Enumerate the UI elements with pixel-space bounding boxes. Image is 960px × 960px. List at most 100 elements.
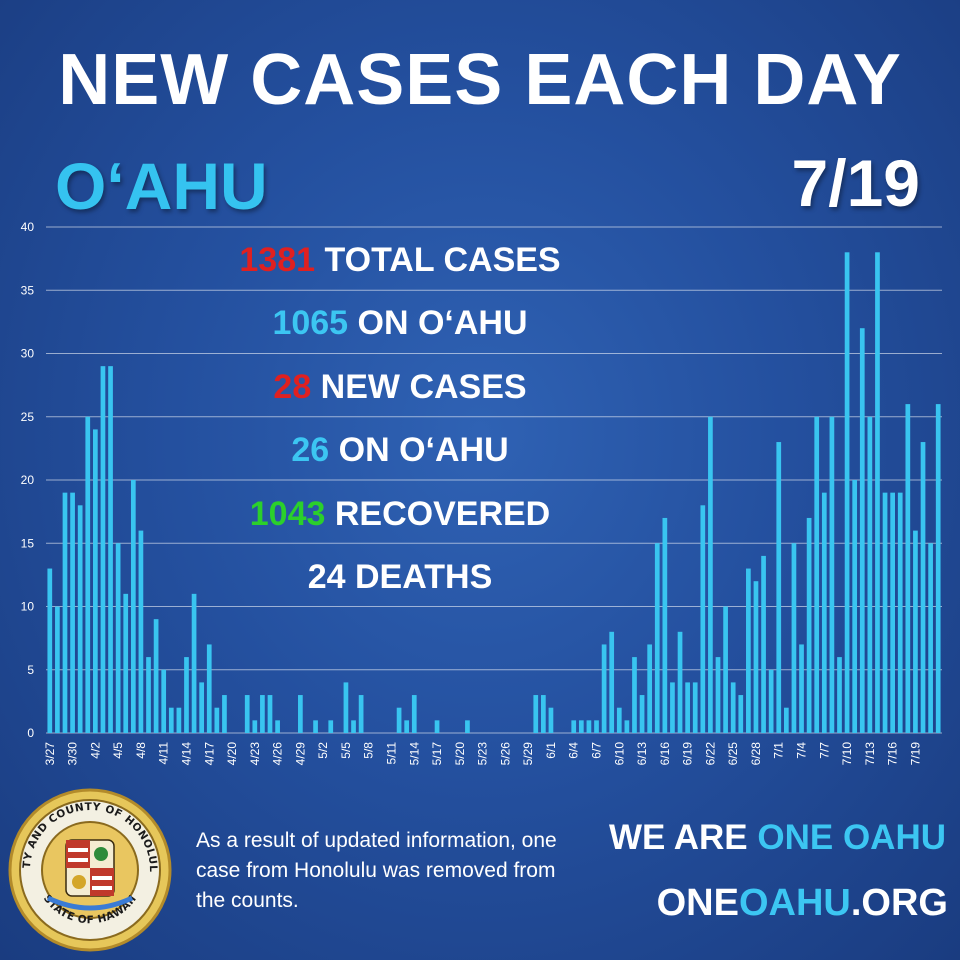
x-tick-label: 6/22 (703, 742, 717, 766)
website-accent: OAHU (738, 882, 851, 924)
stats-panel: 1381 TOTAL CASES 1065 ON O‘AHU 28 NEW CA… (180, 237, 620, 617)
bar (768, 669, 774, 733)
x-tick-label: 4/14 (179, 742, 193, 766)
x-tick-label: 5/29 (521, 742, 535, 766)
bar (632, 657, 637, 733)
bar (548, 707, 554, 733)
bar (146, 657, 151, 733)
x-tick-label: 5/26 (498, 742, 512, 766)
stat-oahu-total-label: ON O‘AHU (348, 304, 528, 343)
bar (685, 682, 690, 733)
bar (411, 695, 417, 733)
x-tick-label: 6/1 (544, 742, 558, 759)
region-title: O‘AHU (55, 149, 268, 223)
bar (821, 492, 827, 733)
bar (670, 682, 675, 733)
bar (260, 695, 265, 733)
bar (222, 695, 227, 733)
x-tick-label: 6/25 (726, 742, 740, 766)
bar (168, 707, 174, 733)
bar (343, 682, 349, 733)
x-tick-label: 4/23 (248, 742, 262, 766)
x-tick-label: 4/26 (271, 742, 285, 766)
bar (77, 505, 83, 733)
bar (244, 695, 250, 733)
bar (935, 404, 941, 733)
bar (852, 480, 858, 733)
bar (928, 543, 933, 733)
bar (267, 695, 273, 733)
stat-deaths-label: DEATHS (345, 557, 493, 596)
y-tick-label: 25 (21, 410, 35, 424)
x-tick-label: 5/17 (430, 742, 444, 766)
x-tick-label: 7/16 (886, 742, 900, 766)
x-tick-label: 6/4 (567, 742, 581, 759)
y-tick-label: 40 (21, 220, 35, 234)
bar (434, 720, 440, 733)
bar (70, 492, 75, 733)
x-tick-label: 5/14 (407, 742, 421, 766)
x-tick-label: 4/5 (111, 742, 125, 759)
x-tick-label: 5/2 (316, 742, 330, 759)
bar (897, 492, 903, 733)
bar (206, 644, 212, 733)
bar (799, 644, 804, 733)
y-tick-label: 20 (21, 473, 35, 487)
stat-new-label: NEW CASES (311, 367, 527, 406)
date-label: 7/19 (791, 146, 920, 220)
bar (351, 720, 356, 733)
stat-new-value: 28 (273, 367, 312, 406)
bar (723, 606, 728, 733)
bar (47, 568, 53, 733)
stat-total-label: TOTAL CASES (315, 241, 561, 279)
x-tick-label: 6/16 (658, 742, 672, 766)
bar (791, 543, 797, 733)
stat-oahu-new-label: ON O‘AHU (329, 431, 509, 470)
bar (654, 543, 660, 733)
bar (184, 657, 189, 733)
bar (533, 695, 539, 733)
bar (677, 631, 683, 733)
website-link[interactable]: ONEOAHU.ORG (657, 882, 948, 925)
bar (882, 492, 888, 733)
slogan-prefix: WE ARE (608, 818, 758, 857)
y-tick-label: 5 (27, 663, 34, 677)
y-tick-label: 0 (27, 726, 34, 740)
bar (616, 707, 622, 733)
bar (578, 720, 584, 733)
bar (905, 404, 911, 733)
stat-total-cases: 1381 TOTAL CASES (180, 237, 620, 300)
x-tick-label: 7/7 (817, 742, 831, 759)
x-tick-label: 4/11 (157, 742, 171, 765)
x-tick-label: 7/4 (795, 742, 809, 759)
x-tick-label: 3/27 (43, 742, 57, 766)
bar (115, 543, 121, 733)
bar (913, 530, 918, 733)
bar (783, 707, 789, 733)
y-tick-label: 15 (21, 536, 35, 550)
slogan: WE ARE ONE OAHU (609, 818, 946, 858)
bar (715, 657, 721, 733)
slogan-accent: ONE OAHU (757, 818, 946, 857)
bar (753, 581, 759, 733)
bar (130, 480, 136, 733)
bar (761, 555, 766, 733)
bar (837, 657, 842, 733)
bar (692, 682, 698, 733)
stat-oahu-total-value: 1065 (272, 304, 349, 343)
stat-deaths: 24 DEATHS (180, 554, 620, 617)
bar (890, 492, 895, 733)
bar (100, 366, 106, 733)
x-tick-label: 6/28 (749, 742, 763, 766)
stat-oahu-new: 26 ON O‘AHU (180, 427, 620, 490)
bar (647, 644, 653, 733)
bar (93, 429, 98, 733)
bar (662, 517, 668, 733)
x-tick-label: 4/20 (225, 742, 239, 766)
x-tick-label: 5/8 (362, 742, 376, 759)
bar (639, 695, 645, 733)
bar (730, 682, 736, 733)
chart-title: NEW CASES EACH DAY (58, 40, 902, 120)
bar (214, 707, 220, 733)
bar (829, 416, 835, 733)
